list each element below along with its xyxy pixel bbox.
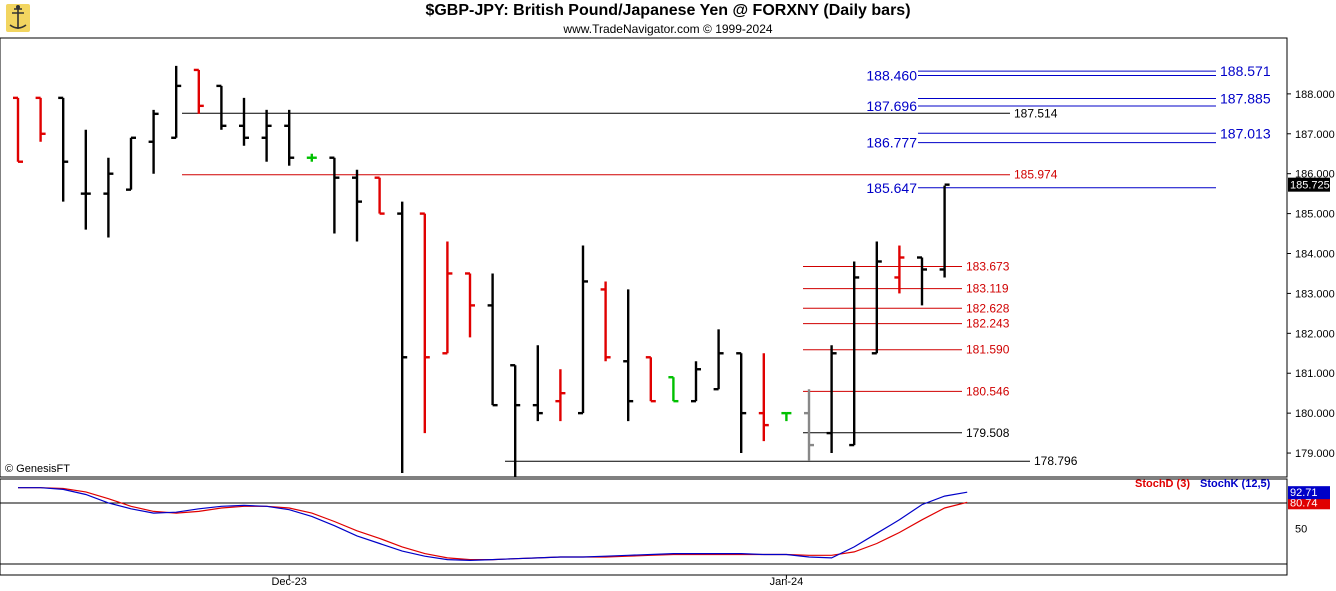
ohlc-bar <box>126 136 136 191</box>
stochd-legend: StochD (3) <box>1135 478 1190 490</box>
ohlc-bar <box>917 256 927 306</box>
y-tick-label: 182.000 <box>1295 328 1335 340</box>
y-tick-label: 179.000 <box>1295 448 1335 460</box>
price-panel-border <box>0 37 1288 478</box>
ohlc-bars <box>13 65 950 477</box>
chart-title: $GBP-JPY: British Pound/Japanese Yen @ F… <box>425 2 911 19</box>
chart-header: $GBP-JPY: British Pound/Japanese Yen @ F… <box>0 0 1336 38</box>
ohlc-bar <box>600 281 611 362</box>
blue-level-label: 188.460 <box>866 68 917 84</box>
chart-subtitle: www.TradeNavigator.com © 1999-2024 <box>563 22 773 36</box>
ohlc-bar <box>171 65 182 139</box>
ohlc-bar <box>713 329 724 391</box>
level-label: 181.590 <box>966 343 1010 357</box>
ohlc-bar <box>849 261 860 447</box>
ohlc-bar <box>193 68 204 114</box>
ohlc-bar <box>758 353 769 442</box>
last-price-label: 185.725 <box>1290 180 1330 192</box>
ohlc-bar <box>578 245 588 415</box>
x-tick-label: Jan-24 <box>770 576 804 588</box>
blue-level-label: 187.885 <box>1220 90 1271 106</box>
ohlc-bar <box>80 129 91 230</box>
blue-level-label: 185.647 <box>866 180 917 196</box>
ohlc-bar <box>58 96 69 202</box>
ohlc-bar <box>329 156 340 234</box>
stochk-legend: StochK (12,5) <box>1200 478 1271 490</box>
ohlc-bar <box>374 176 385 215</box>
y-tick-label: 187.000 <box>1295 129 1335 141</box>
level-label: 182.243 <box>966 317 1010 331</box>
ohlc-bar <box>668 376 679 403</box>
level-label: 185.974 <box>1014 168 1058 182</box>
ohlc-bar <box>487 273 498 407</box>
stochd-value-box <box>1288 496 1330 510</box>
stoch-tick-label: 50 <box>1295 523 1307 535</box>
trade-navigator-logo-icon <box>4 3 32 38</box>
ohlc-bar <box>691 361 701 403</box>
blue-level-label: 187.013 <box>1220 125 1271 141</box>
watermark: © GenesisFT <box>5 463 70 475</box>
ohlc-bar <box>397 201 408 474</box>
stochk-value-box <box>1288 486 1330 500</box>
level-label: 183.673 <box>966 260 1010 274</box>
ohlc-bar <box>13 96 23 163</box>
y-tick-label: 180.000 <box>1295 408 1335 420</box>
ohlc-bar <box>284 109 295 166</box>
ohlc-bar <box>894 245 905 294</box>
y-tick-label: 185.000 <box>1295 209 1335 221</box>
ohlc-bar <box>148 109 159 174</box>
ohlc-bar <box>419 212 430 434</box>
blue-level-label: 186.777 <box>866 135 917 151</box>
price-axis: 188.000187.000186.000185.000184.000183.0… <box>1287 89 1335 460</box>
ohlc-bar <box>442 241 453 355</box>
ohlc-bar <box>804 389 814 462</box>
y-tick-label: 183.000 <box>1295 288 1335 300</box>
ohlc-bar <box>261 109 272 162</box>
ohlc-bar <box>103 157 114 238</box>
ohlc-bar <box>645 356 656 403</box>
level-label: 187.514 <box>1014 106 1058 120</box>
ohlc-bar <box>781 411 792 422</box>
x-tick-label: Dec-23 <box>271 576 306 588</box>
ohlc-bar <box>306 153 317 162</box>
last-price-box <box>1288 177 1330 192</box>
ohlc-bar <box>736 352 747 454</box>
y-tick-label: 188.000 <box>1295 89 1335 101</box>
ohlc-bar <box>352 169 362 242</box>
level-label: 183.119 <box>966 282 1009 296</box>
ohlc-bar <box>939 183 950 278</box>
stoch-panel-border <box>0 478 1288 576</box>
price-levels: 188.571 188.460 187.885 187.696 187.514 187.0… <box>182 63 1271 468</box>
level-label: 178.796 <box>1034 454 1078 468</box>
stochk-value-label: 92.71 <box>1290 487 1318 499</box>
ohlc-bar <box>465 272 475 338</box>
ohlc-bar <box>216 84 227 130</box>
ohlc-bar <box>555 369 566 422</box>
date-axis: Dec-23 Jan-24 <box>271 575 803 588</box>
level-label: 182.628 <box>966 301 1010 315</box>
y-tick-label: 184.000 <box>1295 249 1335 261</box>
ohlc-bar <box>871 241 882 355</box>
level-label: 180.546 <box>966 384 1010 398</box>
blue-level-label: 188.571 <box>1220 63 1271 79</box>
y-tick-label: 181.000 <box>1295 368 1335 380</box>
ohlc-bar <box>532 345 543 422</box>
ohlc-bar <box>239 97 249 146</box>
stochd-value-label: 80.74 <box>1290 497 1318 509</box>
chart-frame <box>0 37 1288 576</box>
blue-level-label: 187.696 <box>866 98 917 114</box>
ohlc-bar <box>623 289 634 422</box>
ohlc-bar <box>826 345 837 454</box>
stochk-line <box>18 487 968 562</box>
ohlc-bar <box>35 96 46 142</box>
ohlc-bar <box>510 364 521 477</box>
level-label: 179.508 <box>966 426 1010 440</box>
